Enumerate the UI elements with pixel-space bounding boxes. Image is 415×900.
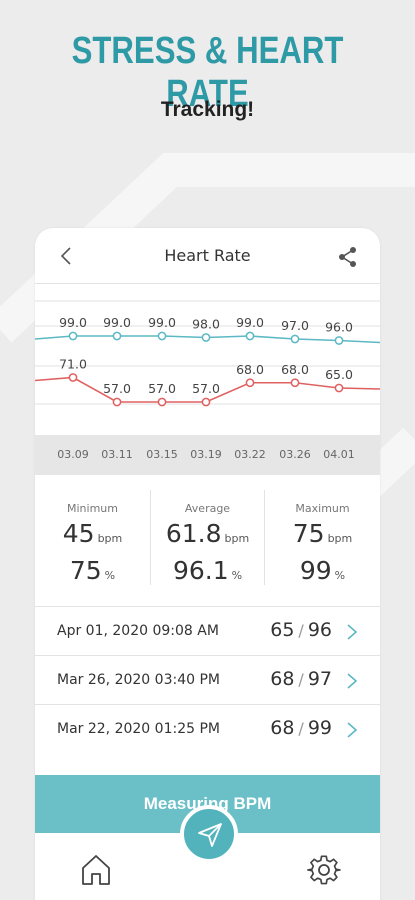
x-tick-label: 03.15 — [146, 448, 178, 461]
data-point — [157, 397, 167, 407]
stat-label: Average — [184, 502, 231, 515]
data-point — [334, 336, 344, 345]
x-tick-label: 03.26 — [279, 448, 311, 461]
paper-plane-icon — [198, 823, 222, 847]
data-point — [112, 331, 122, 341]
promo-subline: Tracking! — [160, 98, 255, 121]
phone-screen: Heart Rate 99.0 99.0 99.0 98.0 99.0 97.0 96.0 7… — [35, 228, 380, 900]
data-label: 68.0 — [236, 362, 264, 377]
bottom-tab-bar — [35, 805, 380, 900]
data-point — [245, 331, 255, 341]
record-date: Mar 26, 2020 03:40 PM — [57, 672, 220, 688]
gear-icon[interactable] — [307, 853, 341, 887]
data-point — [201, 397, 211, 407]
stat-bpm-value: 75 bpm — [292, 519, 353, 548]
data-label: 57.0 — [192, 381, 220, 396]
data-label: 57.0 — [103, 381, 131, 396]
data-label: 99.0 — [103, 315, 131, 330]
share-icon[interactable] — [336, 245, 360, 269]
stat-bpm-value: 61.8 bpm — [165, 519, 250, 548]
x-tick-label: 03.19 — [190, 448, 222, 461]
data-point — [68, 373, 78, 382]
data-label: 68.0 — [281, 362, 309, 377]
data-point — [290, 378, 300, 388]
data-label: 99.0 — [236, 315, 264, 330]
chevron-right-icon — [347, 673, 358, 689]
data-point — [201, 333, 211, 342]
record-values: 68/97 — [270, 668, 332, 690]
x-tick-label: 04.01 — [323, 448, 355, 461]
data-point — [334, 383, 344, 393]
stat-minimum: Minimum 45 bpm 75% — [35, 490, 150, 585]
record-values: 68/99 — [270, 717, 332, 739]
data-label: 97.0 — [281, 318, 309, 333]
heart-rate-chart: 99.0 99.0 99.0 98.0 99.0 97.0 96.0 71.0 57.0 57.0… — [35, 300, 380, 407]
record-row[interactable]: Apr 01, 2020 09:08 AM 65/96 — [35, 606, 380, 655]
data-label: 99.0 — [59, 315, 87, 330]
chevron-right-icon — [347, 722, 358, 738]
record-date: Mar 22, 2020 01:25 PM — [57, 721, 220, 737]
home-icon[interactable] — [80, 853, 112, 887]
record-row[interactable]: Mar 26, 2020 03:40 PM 68/97 — [35, 655, 380, 704]
stat-spo2-value: 75% — [69, 556, 116, 585]
record-list: Apr 01, 2020 09:08 AM 65/96 Mar 26, 2020… — [35, 606, 380, 753]
stat-spo2-value: 96.1% — [172, 556, 243, 585]
measure-center-button[interactable] — [180, 805, 238, 863]
record-row[interactable]: Mar 22, 2020 01:25 PM 68/99 — [35, 704, 380, 753]
stat-label: Minimum — [67, 502, 118, 515]
data-label: 96.0 — [325, 320, 353, 335]
data-label: 57.0 — [148, 381, 176, 396]
chevron-right-icon — [347, 624, 358, 640]
data-label: 99.0 — [148, 315, 176, 330]
x-tick-label: 03.22 — [234, 448, 266, 461]
record-values: 65/96 — [270, 619, 332, 641]
stats-summary: Minimum 45 bpm 75% Average 61.8 bpm 96.1% … — [35, 490, 380, 585]
x-tick-label: 03.11 — [101, 448, 133, 461]
chevron-left-icon[interactable] — [55, 244, 79, 268]
record-date: Apr 01, 2020 09:08 AM — [57, 623, 219, 639]
stat-spo2-value: 99% — [299, 556, 346, 585]
stat-label: Maximum — [295, 502, 350, 515]
data-point — [290, 334, 300, 344]
data-point — [68, 331, 78, 341]
data-label: 71.0 — [59, 357, 87, 372]
data-label: 98.0 — [192, 317, 220, 332]
data-point — [112, 397, 122, 407]
chart-date-axis: 03.09 03.11 03.15 03.19 03.22 03.26 04.01 — [35, 435, 380, 475]
stat-bpm-value: 45 bpm — [62, 519, 123, 548]
x-tick-label: 03.09 — [57, 448, 89, 461]
data-label: 65.0 — [325, 367, 353, 382]
promo-headline: STRESS & HEART RATE — [71, 30, 344, 115]
data-point — [157, 331, 167, 341]
page-title: Heart Rate — [164, 246, 251, 265]
stat-average: Average 61.8 bpm 96.1% — [150, 490, 265, 585]
data-point — [245, 378, 255, 388]
stat-maximum: Maximum 75 bpm 99% — [265, 490, 380, 585]
top-bar: Heart Rate — [35, 228, 380, 284]
